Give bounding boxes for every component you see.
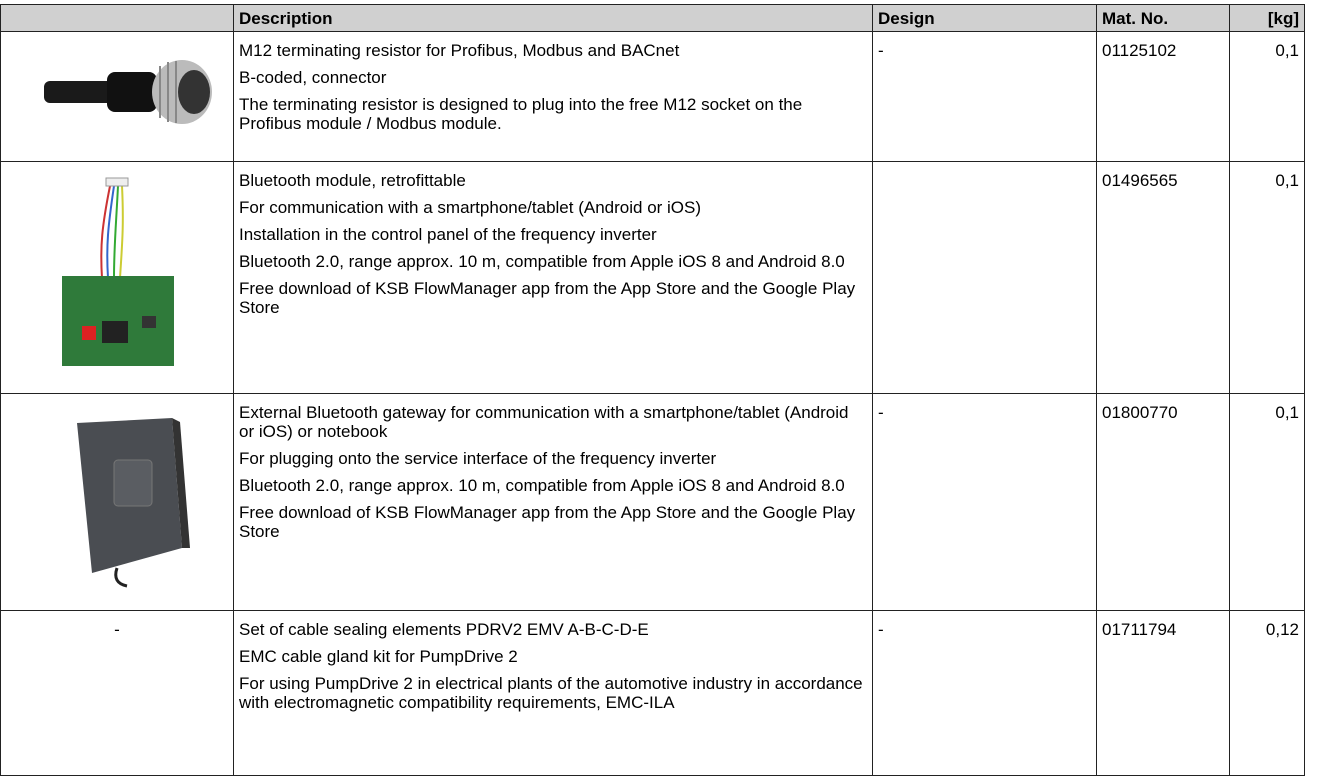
header-row: Description Design Mat. No. [kg]: [0, 4, 1305, 32]
header-cell: Description: [233, 4, 873, 32]
weight-cell: 0,1: [1229, 31, 1305, 162]
description-cell: Set of cable sealing elements PDRV2 EMV …: [233, 610, 873, 776]
description-cell: Bluetooth module, retrofittable For comm…: [233, 161, 873, 394]
description-line: EMC cable gland kit for PumpDrive 2: [239, 647, 518, 666]
description-line: Bluetooth 2.0, range approx. 10 m, compa…: [239, 476, 845, 495]
description-cell: M12 terminating resistor for Profibus, M…: [233, 31, 873, 162]
design-cell: -: [872, 610, 1097, 776]
description-line: Set of cable sealing elements PDRV2 EMV …: [239, 620, 649, 639]
description-line: The terminating resistor is designed to …: [239, 95, 803, 133]
description-line: B-coded, connector: [239, 68, 387, 87]
description-line: M12 terminating resistor for Profibus, M…: [239, 41, 680, 60]
connector-image: [44, 60, 212, 124]
gateway-image: [77, 418, 190, 588]
design-cell: -: [872, 31, 1097, 162]
image-cell: [0, 393, 234, 611]
weight-cell: 0,1: [1229, 393, 1305, 611]
design-cell: -: [872, 393, 1097, 611]
image-cell: [0, 161, 234, 394]
mat-no-cell: 01711794: [1096, 610, 1230, 776]
mat-no-cell: 01496565: [1096, 161, 1230, 394]
row: Bluetooth module, retrofittable For comm…: [0, 161, 1305, 394]
description-line: Bluetooth 2.0, range approx. 10 m, compa…: [239, 252, 845, 271]
row: - Set of cable sealing elements PDRV2 EM…: [0, 610, 1305, 776]
accessory-table: Description Design Mat. No. [kg] M12 ter…: [0, 4, 1305, 776]
description-line: External Bluetooth gateway for communica…: [239, 403, 849, 441]
mat-no-cell: 01800770: [1096, 393, 1230, 611]
header-cell: [kg]: [1229, 4, 1305, 32]
header-cell: [0, 4, 234, 32]
image-cell: -: [0, 610, 234, 776]
header-cell: Design: [872, 4, 1097, 32]
description-line: Bluetooth module, retrofittable: [239, 171, 466, 190]
weight-cell: 0,12: [1229, 610, 1305, 776]
description-line: For using PumpDrive 2 in electrical plan…: [239, 674, 863, 712]
description-line: For communication with a smartphone/tabl…: [239, 198, 702, 217]
description-line: Free download of KSB FlowManager app fro…: [239, 279, 856, 317]
image-cell: [0, 31, 234, 162]
description-line: Installation in the control panel of the…: [239, 225, 657, 244]
description-cell: External Bluetooth gateway for communica…: [233, 393, 873, 611]
header-cell: Mat. No.: [1096, 4, 1230, 32]
description-line: Free download of KSB FlowManager app fro…: [239, 503, 856, 541]
mat-no-cell: 01125102: [1096, 31, 1230, 162]
row: External Bluetooth gateway for communica…: [0, 393, 1305, 611]
row: M12 terminating resistor for Profibus, M…: [0, 31, 1305, 162]
weight-cell: 0,1: [1229, 161, 1305, 394]
description-line: For plugging onto the service interface …: [239, 449, 717, 468]
bluetooth-module-image: [62, 177, 174, 366]
design-cell: [872, 161, 1097, 394]
